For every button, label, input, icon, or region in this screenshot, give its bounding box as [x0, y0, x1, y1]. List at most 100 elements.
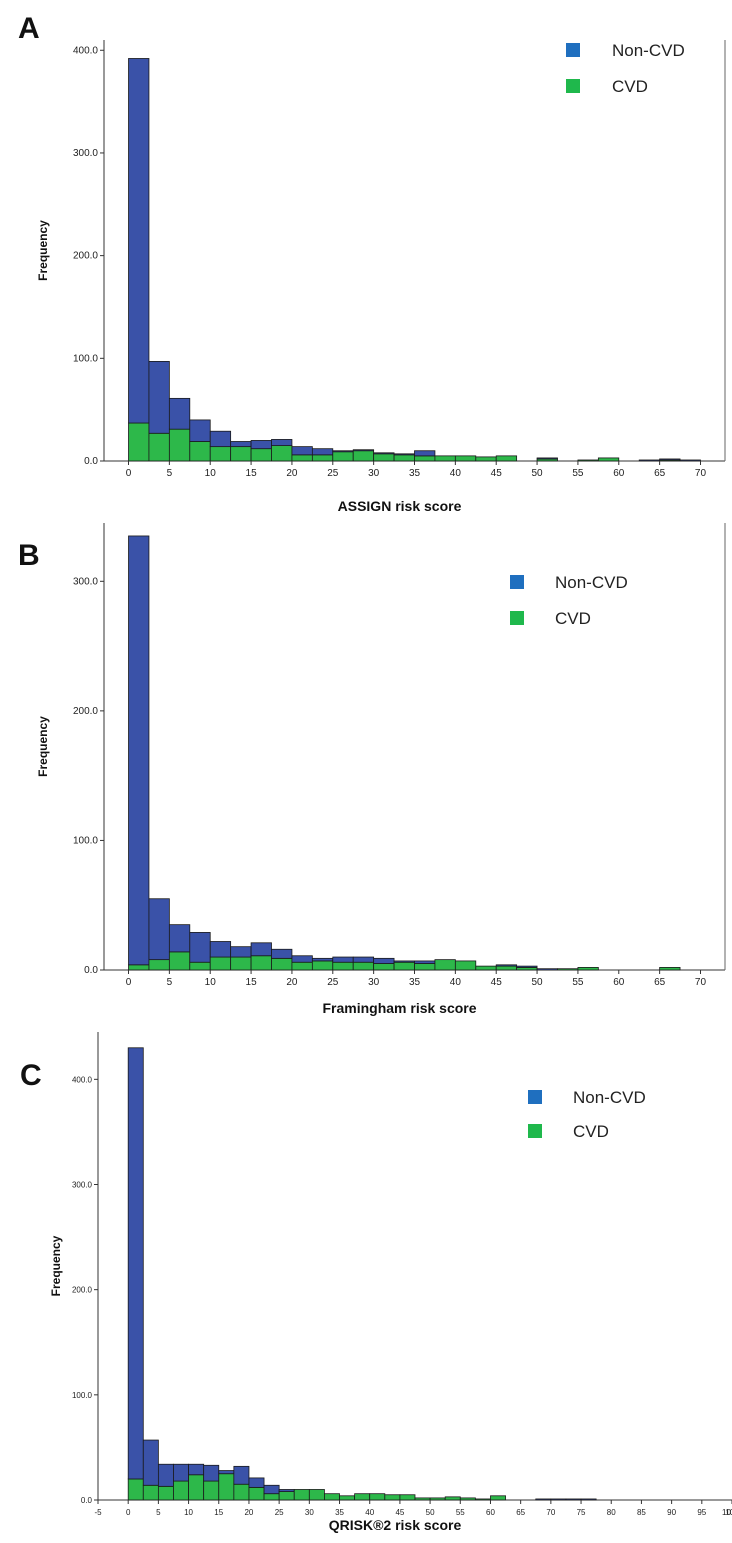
panel-letter: B: [18, 539, 40, 572]
legend-swatch-cvd: [528, 1124, 542, 1138]
x-tick-label: 60: [613, 977, 625, 988]
x-tick-label: 40: [450, 977, 462, 988]
x-axis-label: ASSIGN risk score: [338, 498, 462, 514]
bar-cvd: [230, 956, 252, 971]
bar-cvd: [263, 1493, 280, 1501]
x-tick-label: 50: [532, 468, 544, 479]
bar-cvd: [384, 1494, 401, 1501]
bar-cvd: [188, 1474, 205, 1501]
legend-label-non-cvd: Non-CVD: [555, 573, 628, 592]
bar-cvd: [218, 1473, 235, 1501]
x-tick-label: 25: [275, 1508, 284, 1517]
bar-non-cvd: [565, 1498, 582, 1501]
x-axis-label: QRISK®2 risk score: [329, 1517, 462, 1533]
bar-cvd: [393, 454, 415, 462]
bar-non-cvd: [250, 440, 272, 450]
y-tick-label: 400.0: [73, 45, 98, 56]
x-tick-label: 25: [327, 977, 339, 988]
x-axis-label: Framingham risk score: [322, 1000, 476, 1016]
bar-cvd: [495, 455, 518, 462]
x-tick-label: 40: [365, 1508, 374, 1517]
bar-cvd: [429, 1497, 446, 1501]
bar-cvd: [490, 1495, 506, 1501]
legend-label-non-cvd: Non-CVD: [573, 1088, 646, 1107]
panel-c: C 0.0 100.0 200.0 300.0 400.0 -5 0 5 10 15 20 25 30 35…: [20, 1032, 732, 1533]
x-tick-label: 45: [491, 977, 503, 988]
bar-cvd: [148, 959, 170, 971]
y-tick-label: 0.0: [84, 965, 98, 976]
panel-letter: C: [20, 1059, 42, 1092]
x-tick-label: 0: [126, 468, 132, 479]
bar-non-cvd: [157, 1463, 174, 1487]
bar-cvd: [157, 1485, 174, 1501]
y-tick-label: 200.0: [73, 251, 98, 262]
bar-cvd: [278, 1491, 295, 1501]
bar-non-cvd: [189, 932, 211, 963]
x-tick-label: 20: [244, 1508, 253, 1517]
bar-cvd: [393, 961, 415, 971]
bar-non-cvd: [127, 1047, 144, 1480]
bar-cvd: [128, 422, 150, 462]
bar-non-cvd: [535, 1498, 552, 1501]
x-tick-label: 15: [214, 1508, 223, 1517]
x-tick-label: 35: [335, 1508, 344, 1517]
bar-cvd: [248, 1486, 265, 1501]
x-tick-label: 20: [286, 468, 298, 479]
bar-cvd: [659, 967, 681, 971]
y-tick-label: 100.0: [73, 353, 98, 364]
bar-cvd: [339, 1495, 356, 1501]
legend-swatch-non-cvd: [510, 575, 524, 589]
bar-non-cvd: [332, 450, 354, 453]
x-tick-label: 10: [184, 1508, 193, 1517]
bar-cvd: [128, 964, 150, 971]
bar-cvd: [189, 441, 211, 462]
bar-non-cvd: [271, 439, 293, 446]
x-tick-label: 10: [205, 977, 217, 988]
legend-label-cvd: CVD: [573, 1122, 609, 1141]
x-tick-label: 5: [156, 1508, 161, 1517]
x-tick-label: 50: [532, 977, 544, 988]
bar-cvd: [332, 451, 354, 462]
bar-cvd: [577, 459, 599, 462]
bar-cvd: [597, 457, 620, 462]
bar-non-cvd: [263, 1484, 280, 1495]
bar-non-cvd: [173, 1463, 189, 1482]
bar-non-cvd: [550, 1498, 567, 1501]
x-tick-label: 90: [667, 1508, 676, 1517]
bar-cvd: [557, 968, 579, 971]
bar-non-cvd: [248, 1477, 265, 1488]
bar-non-cvd: [189, 419, 211, 442]
x-tick-label: 60: [486, 1508, 495, 1517]
bar-cvd: [414, 963, 436, 971]
x-tick-label: 15: [246, 977, 258, 988]
bar-non-cvd: [230, 946, 252, 958]
y-tick-label: 300.0: [73, 576, 98, 587]
y-tick-label: 300.0: [73, 148, 98, 159]
bar-cvd: [373, 453, 395, 462]
bar-cvd: [189, 961, 211, 971]
x-tick-label: 95: [697, 1508, 706, 1517]
bar-non-cvd: [233, 1465, 250, 1485]
bar-cvd: [369, 1493, 386, 1501]
panel-a: A 0.0 100.0 200.0 300.0 400.0 0 5 10 15 20 25 30 35 40…: [18, 12, 726, 514]
x-tick-label: 45: [491, 468, 503, 479]
bar-cvd: [209, 956, 232, 971]
bar-non-cvd: [128, 58, 150, 424]
bar-cvd: [474, 1498, 491, 1501]
bar-cvd: [444, 1496, 461, 1501]
x-tick-label: 80: [607, 1508, 616, 1517]
x-tick-label: 60: [613, 468, 625, 479]
bar-non-cvd: [148, 360, 170, 434]
bar-cvd: [577, 967, 599, 971]
bar-non-cvd: [679, 459, 701, 462]
bar-non-cvd: [278, 1489, 295, 1492]
bar-cvd: [399, 1494, 416, 1501]
bar-cvd: [495, 965, 518, 971]
x-tick-label: 70: [695, 977, 707, 988]
y-tick-label: 200.0: [72, 1286, 93, 1295]
legend-swatch-cvd: [566, 79, 580, 93]
x-tick-label: 25: [327, 468, 339, 479]
bar-non-cvd: [638, 459, 661, 462]
bar-non-cvd: [536, 968, 558, 971]
